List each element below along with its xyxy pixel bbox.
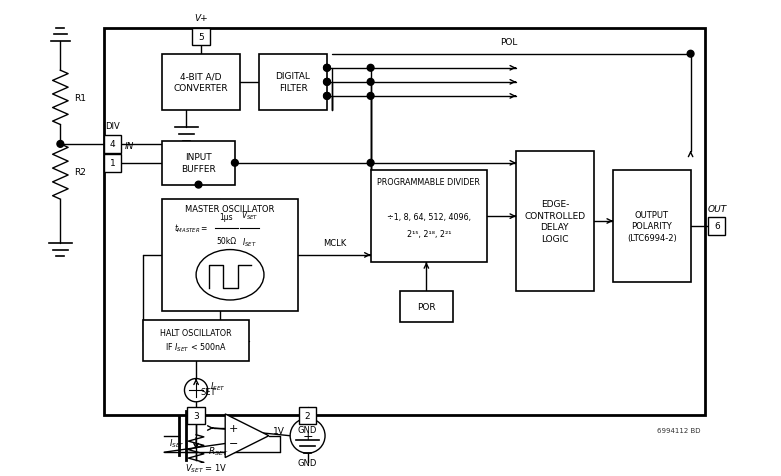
Text: EDGE-
CONTROLLED
DELAY
LOGIC: EDGE- CONTROLLED DELAY LOGIC [524, 199, 586, 244]
Circle shape [323, 65, 330, 72]
Text: GND: GND [298, 425, 317, 434]
Text: MCLK: MCLK [323, 238, 346, 248]
Text: POR: POR [417, 303, 436, 312]
Bar [299, 407, 316, 424]
Text: $R_{SET}$: $R_{SET}$ [208, 445, 228, 457]
Text: $V_{SET}$ = 1V: $V_{SET}$ = 1V [184, 462, 227, 475]
Text: 2¹⁵, 2¹⁸, 2²¹: 2¹⁵, 2¹⁸, 2²¹ [407, 229, 451, 238]
Text: DIV: DIV [105, 122, 120, 131]
Text: HALT OSCILLATOR
IF $I_{SET}$ < 500nA: HALT OSCILLATOR IF $I_{SET}$ < 500nA [160, 328, 232, 354]
Bar [400, 292, 453, 323]
Text: DIGITAL
FILTER: DIGITAL FILTER [276, 72, 311, 93]
Bar [104, 29, 705, 416]
Bar [162, 200, 298, 311]
Text: $V_{SET}$: $V_{SET}$ [241, 209, 259, 222]
Circle shape [57, 141, 64, 148]
Circle shape [323, 93, 330, 100]
Text: IN: IN [124, 142, 134, 151]
Bar [192, 29, 209, 46]
Bar [259, 55, 327, 111]
Text: 6: 6 [714, 222, 719, 231]
Circle shape [367, 79, 374, 86]
Text: POL: POL [500, 38, 518, 47]
Text: V+: V+ [194, 14, 208, 23]
Text: ·: · [241, 224, 244, 234]
Circle shape [687, 51, 694, 58]
Text: GND: GND [298, 458, 317, 467]
Circle shape [367, 160, 374, 167]
Bar [162, 142, 235, 185]
Bar [104, 155, 121, 172]
Text: ÷1, 8, 64, 512, 4096,: ÷1, 8, 64, 512, 4096, [387, 213, 471, 222]
Text: +: + [230, 423, 239, 433]
Text: 50kΩ: 50kΩ [216, 237, 236, 246]
Bar [516, 151, 594, 292]
Text: 1V: 1V [273, 426, 284, 436]
Bar [143, 321, 249, 361]
Text: 1: 1 [110, 159, 116, 168]
Text: R2: R2 [74, 167, 86, 176]
Text: INPUT
BUFFER: INPUT BUFFER [181, 153, 216, 174]
Circle shape [195, 182, 202, 188]
Circle shape [323, 93, 330, 100]
Circle shape [184, 379, 208, 402]
Text: $I_{SET}$: $I_{SET}$ [242, 237, 257, 249]
Circle shape [231, 160, 238, 167]
Text: PROGRAMMABLE DIVIDER: PROGRAMMABLE DIVIDER [377, 178, 480, 187]
Bar [613, 171, 690, 282]
Text: $I_{SET}$: $I_{SET}$ [209, 379, 226, 392]
Text: 6994112 BD: 6994112 BD [657, 427, 701, 433]
Circle shape [323, 79, 330, 86]
Text: R1: R1 [74, 94, 86, 103]
Circle shape [323, 79, 330, 86]
Text: 3: 3 [193, 411, 199, 420]
Text: SET: SET [201, 387, 216, 396]
Text: 2: 2 [305, 411, 310, 420]
Text: 4-BIT A/D
CONVERTER: 4-BIT A/D CONVERTER [173, 72, 228, 93]
Bar [187, 407, 205, 424]
Text: $I_{SET}$: $I_{SET}$ [169, 436, 184, 449]
Text: OUTPUT
POLARITY
(LTC6994-2): OUTPUT POLARITY (LTC6994-2) [627, 210, 676, 243]
Text: MASTER OSCILLATOR: MASTER OSCILLATOR [185, 205, 275, 214]
Text: OUT: OUT [708, 205, 727, 214]
Ellipse shape [196, 250, 264, 300]
Text: 4: 4 [110, 140, 116, 149]
Circle shape [323, 65, 330, 72]
Bar [104, 136, 121, 153]
Circle shape [367, 93, 374, 100]
Text: $t_{MASTER}=$: $t_{MASTER}=$ [174, 222, 208, 235]
Circle shape [367, 65, 374, 72]
Bar [162, 55, 240, 111]
Text: 5: 5 [198, 33, 204, 42]
Bar [371, 171, 487, 263]
Polygon shape [225, 414, 269, 457]
Text: 1μs: 1μs [219, 213, 233, 222]
Bar [708, 218, 726, 235]
Text: +: + [302, 429, 313, 442]
Text: −: − [230, 438, 239, 448]
Circle shape [291, 418, 325, 453]
